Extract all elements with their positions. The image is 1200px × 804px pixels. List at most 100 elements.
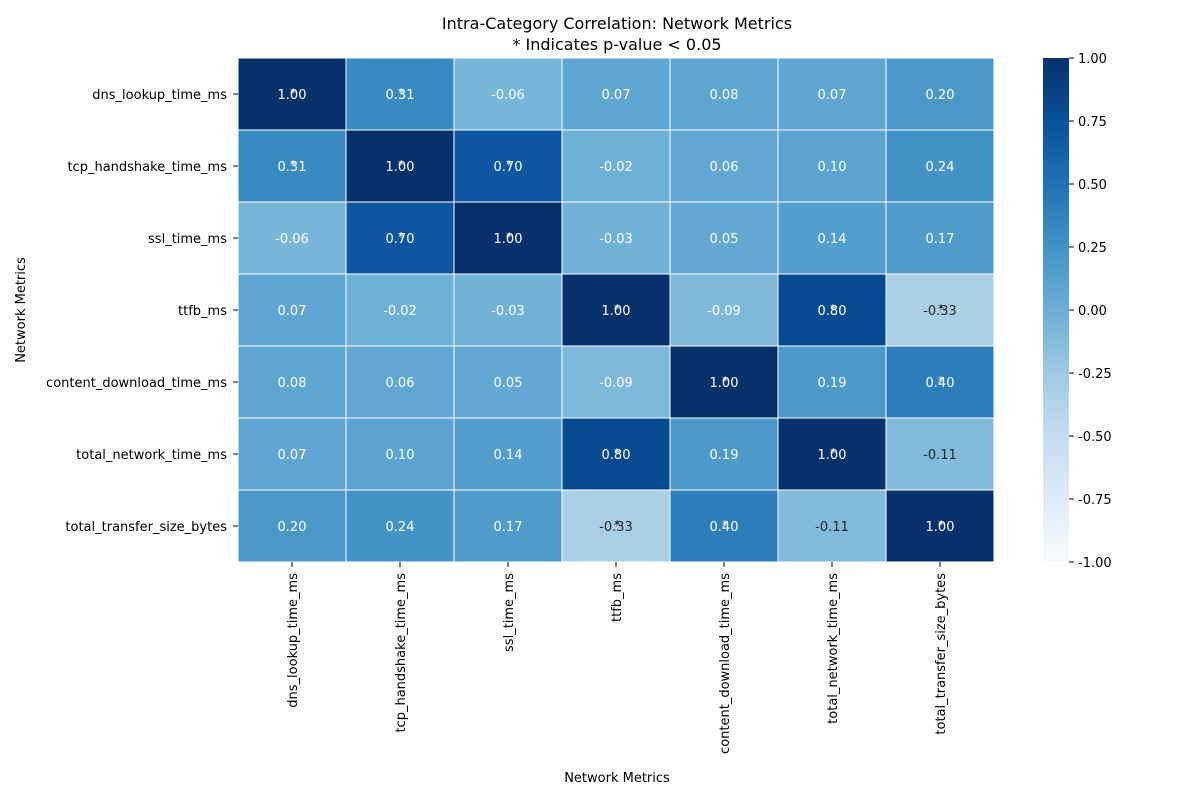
heatmap-cell <box>885 273 995 347</box>
heatmap-cell <box>453 417 563 491</box>
cell-value-label: 0.08 <box>278 376 307 391</box>
significance-star: * <box>938 302 944 316</box>
heatmap-cell <box>237 273 347 347</box>
cell-value-label: -0.09 <box>707 304 741 319</box>
heatmap-cell <box>885 201 995 275</box>
cell-value-label: 0.14 <box>818 232 847 247</box>
x-tick-labels: dns_lookup_time_ms tcp_handshake_time_ms s… <box>286 562 949 754</box>
cell-value-label: 0.24 <box>386 520 415 535</box>
cell-value-label: 0.70 <box>386 232 415 247</box>
heatmap-cell <box>885 129 995 203</box>
colorbar-tick-label: -0.50 <box>1078 430 1112 445</box>
heatmap-cell <box>453 57 563 131</box>
x-tick-label: content_download_time_ms <box>718 573 733 754</box>
heatmap-cell <box>669 57 779 131</box>
heatmap-cell <box>669 273 779 347</box>
heatmap-cell <box>777 273 887 347</box>
significance-star: * <box>722 518 728 532</box>
x-tick-label: ssl_time_ms <box>502 573 517 652</box>
heatmap-cell <box>777 201 887 275</box>
heatmap-cell <box>453 489 563 563</box>
heatmap-cell <box>453 273 563 347</box>
cell-value-label: 0.08 <box>710 88 739 103</box>
cell-value-label: 0.17 <box>926 232 955 247</box>
cell-value-label: -0.03 <box>599 232 633 247</box>
y-tick-labels: dns_lookup_time_ms tcp_handshake_time_mss… <box>46 88 238 535</box>
cell-value-label: -0.33 <box>599 520 633 535</box>
y-tick-label: dns_lookup_time_ms <box>92 88 227 103</box>
cell-value-label: 1.00 <box>278 88 307 103</box>
heatmap-cells: 1.00* 0.31* -0.06 0.07 0.08 0.07 0.200.31* 1.00… <box>237 57 995 563</box>
cell-value-label: 1.00 <box>818 448 847 463</box>
cell-value-label: -0.03 <box>491 304 525 319</box>
cell-value-label: -0.06 <box>275 232 309 247</box>
heatmap-cell <box>885 489 995 563</box>
cell-value-label: 0.07 <box>818 88 847 103</box>
heatmap-cell <box>561 201 671 275</box>
cell-value-label: 1.00 <box>494 232 523 247</box>
significance-star: * <box>506 230 512 244</box>
cell-value-label: 0.10 <box>818 160 847 175</box>
y-tick-label: ttfb_ms <box>178 304 227 319</box>
cell-value-label: 0.40 <box>710 520 739 535</box>
y-axis-label: Network Metrics <box>14 257 29 363</box>
heatmap-cell <box>777 417 887 491</box>
cell-value-label: 0.05 <box>494 376 523 391</box>
significance-star: * <box>398 158 404 172</box>
significance-star: * <box>722 374 728 388</box>
cell-value-label: 0.20 <box>926 88 955 103</box>
colorbar-gradient <box>1043 58 1069 562</box>
heatmap-cell <box>453 129 563 203</box>
significance-star: * <box>506 158 512 172</box>
heatmap-cell <box>561 57 671 131</box>
x-tick-label: dns_lookup_time_ms <box>286 573 301 708</box>
heatmap-cell <box>561 489 671 563</box>
heatmap-cell <box>777 345 887 419</box>
cell-value-label: 0.20 <box>278 520 307 535</box>
heatmap-cell <box>345 417 455 491</box>
significance-star: * <box>398 86 404 100</box>
cell-value-label: -0.33 <box>923 304 957 319</box>
heatmap-cell <box>237 417 347 491</box>
heatmap-cell <box>561 345 671 419</box>
heatmap-cell <box>453 345 563 419</box>
heatmap-cell <box>237 489 347 563</box>
cell-value-label: 0.06 <box>386 376 415 391</box>
cell-value-label: 0.80 <box>602 448 631 463</box>
heatmap-cell <box>669 345 779 419</box>
significance-star: * <box>614 302 620 316</box>
colorbar-tick-label: 1.00 <box>1078 52 1107 67</box>
colorbar-tick-label: 0.00 <box>1078 304 1107 319</box>
significance-star: * <box>398 230 404 244</box>
cell-value-label: 0.06 <box>710 160 739 175</box>
cell-value-label: 0.07 <box>278 304 307 319</box>
x-tick-label: ttfb_ms <box>610 573 625 622</box>
cell-value-label: 0.40 <box>926 376 955 391</box>
significance-star: * <box>938 518 944 532</box>
x-tick-label: total_transfer_size_bytes <box>934 573 949 735</box>
significance-star: * <box>614 518 620 532</box>
cell-value-label: -0.02 <box>599 160 633 175</box>
cell-value-label: 0.70 <box>494 160 523 175</box>
cell-value-label: 0.31 <box>278 160 307 175</box>
y-tick-label: total_transfer_size_bytes <box>65 520 227 535</box>
heatmap-cell <box>561 417 671 491</box>
cell-value-label: 1.00 <box>602 304 631 319</box>
heatmap-cell <box>561 129 671 203</box>
cell-value-label: -0.06 <box>491 88 525 103</box>
heatmap-cell <box>669 201 779 275</box>
cell-value-label: -0.09 <box>599 376 633 391</box>
cell-value-label: 1.00 <box>386 160 415 175</box>
heatmap-cell <box>777 489 887 563</box>
cell-value-label: 0.19 <box>818 376 847 391</box>
heatmap-cell <box>777 57 887 131</box>
cell-value-label: 0.14 <box>494 448 523 463</box>
x-tick-label: total_network_time_ms <box>826 573 841 724</box>
significance-star: * <box>830 302 836 316</box>
heatmap-cell <box>345 345 455 419</box>
chart-title: Intra-Category Correlation: Network Metr… <box>442 14 792 33</box>
y-tick-label: total_network_time_ms <box>76 448 227 463</box>
significance-star: * <box>290 86 296 100</box>
y-tick-label: ssl_time_ms <box>148 232 227 247</box>
significance-star: * <box>938 374 944 388</box>
